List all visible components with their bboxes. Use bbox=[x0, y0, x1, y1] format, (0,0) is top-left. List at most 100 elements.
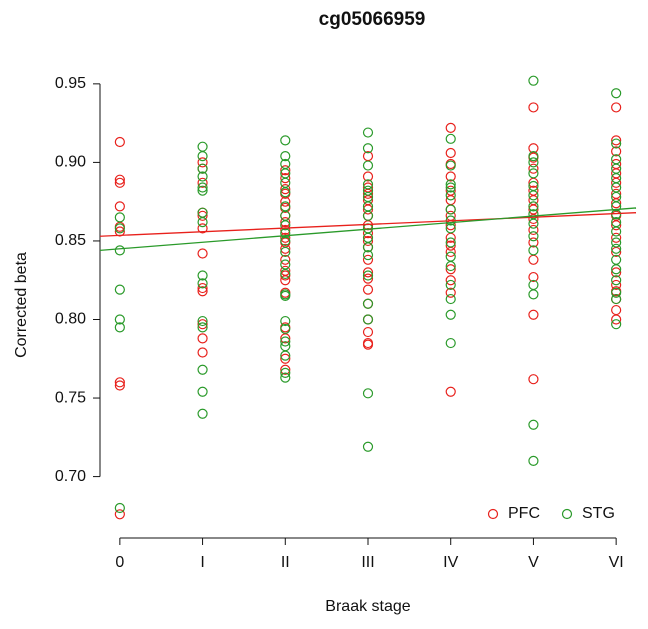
point bbox=[611, 293, 622, 305]
legend-marker bbox=[487, 508, 499, 520]
point bbox=[280, 232, 291, 243]
point bbox=[280, 268, 291, 280]
point bbox=[611, 177, 622, 188]
point bbox=[197, 364, 208, 375]
point bbox=[611, 279, 622, 291]
x-tick-label: IV bbox=[443, 554, 458, 571]
point bbox=[280, 216, 291, 228]
point bbox=[114, 502, 125, 514]
point bbox=[197, 319, 208, 330]
point bbox=[280, 275, 291, 286]
point bbox=[362, 249, 374, 261]
point bbox=[611, 226, 622, 237]
point bbox=[280, 235, 291, 247]
point bbox=[445, 171, 456, 182]
point bbox=[528, 289, 539, 300]
point bbox=[197, 408, 208, 419]
point bbox=[197, 171, 208, 182]
point bbox=[280, 165, 291, 176]
point bbox=[280, 151, 291, 162]
point bbox=[528, 168, 539, 179]
y-axis-label: Corrected beta bbox=[13, 252, 30, 358]
point bbox=[611, 237, 622, 248]
point bbox=[280, 372, 291, 383]
point bbox=[362, 171, 374, 182]
x-tick-label: II bbox=[281, 554, 290, 571]
point bbox=[362, 339, 374, 350]
point bbox=[362, 143, 374, 154]
point bbox=[114, 314, 125, 325]
point bbox=[528, 163, 539, 174]
point bbox=[114, 136, 125, 148]
point bbox=[528, 218, 539, 229]
point bbox=[362, 314, 374, 325]
point bbox=[114, 177, 125, 188]
point bbox=[611, 138, 622, 149]
point bbox=[528, 151, 539, 162]
point bbox=[528, 213, 539, 225]
point bbox=[280, 364, 291, 375]
point bbox=[528, 157, 539, 168]
point bbox=[611, 314, 622, 325]
point bbox=[445, 204, 456, 215]
point bbox=[362, 326, 374, 338]
point bbox=[611, 135, 622, 146]
y-tick-label: 0.90 bbox=[55, 154, 86, 171]
point bbox=[114, 509, 125, 520]
point bbox=[197, 223, 208, 234]
point bbox=[445, 240, 456, 251]
point bbox=[280, 367, 291, 379]
point bbox=[445, 275, 456, 286]
point bbox=[114, 201, 125, 212]
point bbox=[611, 102, 622, 113]
y-tick-label: 0.70 bbox=[55, 468, 86, 485]
x-tick-label: V bbox=[528, 554, 539, 571]
point bbox=[611, 232, 622, 243]
point bbox=[528, 237, 539, 248]
point bbox=[197, 157, 208, 168]
point bbox=[362, 388, 374, 399]
point bbox=[280, 246, 291, 258]
legend-label: PFC bbox=[508, 505, 540, 522]
point bbox=[611, 264, 622, 275]
point bbox=[280, 353, 291, 364]
point bbox=[528, 271, 539, 283]
point bbox=[445, 260, 456, 272]
point bbox=[197, 386, 208, 397]
point bbox=[611, 88, 622, 99]
point bbox=[362, 254, 374, 265]
point bbox=[445, 190, 456, 201]
point bbox=[611, 267, 622, 278]
fit-line bbox=[99, 207, 637, 252]
point bbox=[280, 187, 291, 198]
x-axis-label: Braak stage bbox=[325, 598, 410, 615]
point bbox=[528, 254, 539, 265]
point bbox=[445, 179, 456, 190]
legend-marker bbox=[561, 508, 573, 520]
point bbox=[197, 248, 208, 259]
point bbox=[114, 245, 125, 256]
point bbox=[197, 210, 208, 221]
point bbox=[280, 290, 291, 302]
point bbox=[528, 190, 539, 201]
point bbox=[528, 75, 539, 86]
point bbox=[280, 254, 291, 265]
point bbox=[445, 293, 456, 305]
point bbox=[445, 337, 456, 349]
point bbox=[197, 216, 208, 228]
point bbox=[528, 309, 539, 320]
point bbox=[445, 223, 456, 234]
point bbox=[114, 380, 125, 391]
point bbox=[528, 102, 539, 113]
y-tick-label: 0.80 bbox=[55, 311, 86, 328]
y-tick-label: 0.95 bbox=[55, 75, 86, 92]
point bbox=[114, 284, 125, 295]
point bbox=[611, 198, 622, 209]
point bbox=[528, 419, 539, 430]
point bbox=[445, 160, 456, 171]
point bbox=[362, 235, 374, 247]
point bbox=[362, 160, 374, 171]
point bbox=[114, 174, 125, 185]
point bbox=[197, 322, 208, 333]
point bbox=[362, 270, 374, 281]
